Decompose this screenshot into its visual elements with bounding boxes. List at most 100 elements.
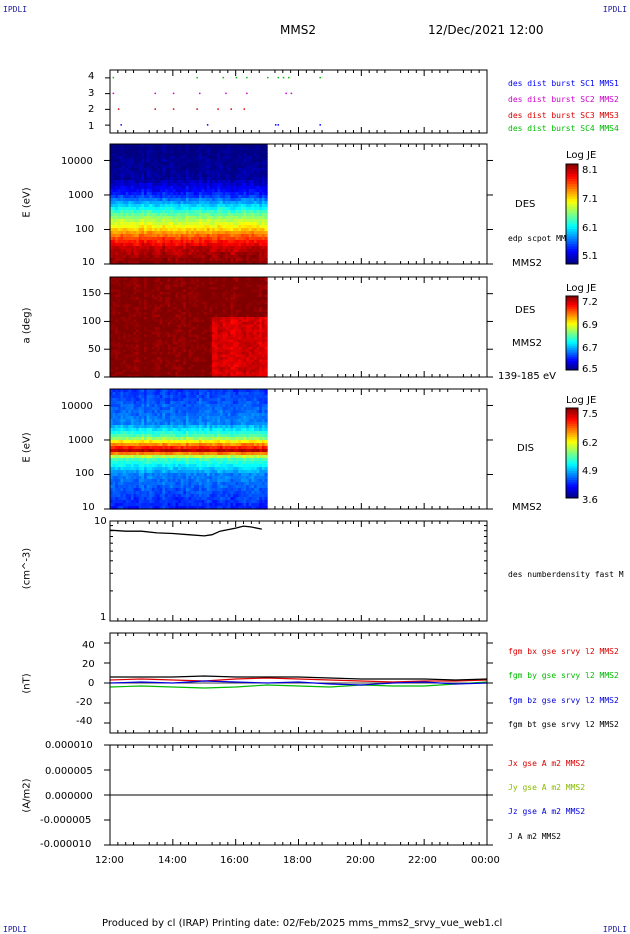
spectrogram-cell [248,168,252,172]
spectrogram-cell [128,327,132,331]
spectrogram-cell [253,225,258,229]
des-energy-colorbar [566,214,578,217]
spectrogram-cell [123,342,127,346]
spectrogram-cell [212,357,216,361]
spectrogram-cell [196,282,200,286]
spectrogram-cell [178,165,182,169]
spectrogram-cell [164,156,169,160]
spectrogram-cell [185,240,190,244]
spectrogram-cell [141,287,145,291]
spectrogram-cell [180,312,184,316]
spectrogram-cell [146,332,150,336]
spectrogram-cell [185,282,190,286]
spectrogram-cell [246,147,250,151]
spectrogram-cell [206,337,211,341]
spectrogram-cell [212,183,216,187]
spectrogram-cell [164,222,169,226]
spectrogram-cell [233,255,237,259]
spectrogram-cell [138,234,143,238]
spectrogram-cell [159,307,163,311]
spectrogram-cell [167,307,171,311]
spectrogram-cell [225,234,229,238]
spectrogram-cell [180,364,184,368]
spectrogram-cell [157,292,161,296]
spectrogram-cell [172,292,177,296]
spectrogram-cell [180,359,184,363]
spectrogram-cell [133,177,137,181]
spectrogram-cell [222,362,226,366]
spectrogram-cell [212,307,216,311]
spectrogram-cell [199,304,203,308]
spectrogram-cell [149,279,153,283]
spectrogram-cell [206,231,211,235]
spectrogram-cell [172,279,177,283]
spectrogram-cell [225,284,229,288]
spectrogram-cell [183,180,187,184]
avail-burst-marker [199,92,201,95]
spectrogram-cell [264,147,268,151]
spectrogram-cell [180,222,184,226]
spectrogram-cell [219,329,224,333]
spectrogram-cell [123,225,127,229]
spectrogram-cell [112,210,116,214]
spectrogram-cell [159,344,163,348]
spectrogram-cell [167,153,171,157]
spectrogram-cell [201,207,205,211]
spectrogram-cell [120,352,124,356]
spectrogram-cell [209,159,213,163]
spectrogram-cell [183,174,187,178]
spectrogram-cell [191,332,195,336]
spectrogram-cell [141,237,145,241]
spectrogram-cell [193,279,197,283]
spectrogram-cell [115,144,119,148]
spectrogram-cell [164,319,169,323]
spectrogram-cell [188,210,192,214]
spectrogram-cell [167,237,171,241]
spectrogram-cell [154,342,158,346]
spectrogram-cell [185,150,190,154]
spectrogram-cell [185,255,190,259]
spectrogram-cell [133,153,137,157]
spectrogram-cell [144,344,148,348]
spectrogram-cell [178,349,182,353]
spectrogram-cell [175,243,179,247]
spectrogram-cell [193,252,197,256]
spectrogram-cell [212,372,216,376]
bfield-legend-item: fgm bz gse srvy l2 MMS2 [508,696,619,705]
spectrogram-cell [217,198,221,202]
spectrogram-cell [157,304,161,308]
spectrogram-cell [167,324,171,328]
spectrogram-cell [240,222,245,226]
avail-burst-marker [274,124,277,126]
spectrogram-cell [112,216,116,220]
spectrogram-cell [154,231,158,235]
spectrogram-cell [206,277,211,281]
spectrogram-cell [125,171,129,175]
spectrogram-cell [123,186,127,190]
spectrogram-cell [167,171,171,175]
spectrogram-cell [162,243,166,247]
spectrogram-cell [209,317,213,321]
spectrogram-cell [175,354,179,358]
spectrogram-cell [185,225,190,229]
spectrogram-cell [146,349,150,353]
spectrogram-cell [154,317,158,321]
spectrogram-cell [219,357,224,361]
spectrogram-cell [240,252,245,256]
spectrogram-cell [133,307,137,311]
spectrogram-cell [125,261,129,265]
spectrogram-cell [159,367,163,371]
des-energy-colorbar [566,249,578,252]
spectrogram-cell [136,243,140,247]
spectrogram-cell [123,344,127,348]
des-energy-colorbar [566,206,578,210]
spectrogram-cell [212,359,216,363]
spectrogram-cell [248,234,252,238]
spectrogram-cell [115,369,119,373]
spectrogram-cell [253,240,258,244]
spectrogram-cell [248,207,252,211]
spectrogram-cell [180,180,184,184]
spectrogram-cell [151,216,156,220]
spectrogram-cell [125,364,129,368]
spectrogram-cell [188,309,192,313]
